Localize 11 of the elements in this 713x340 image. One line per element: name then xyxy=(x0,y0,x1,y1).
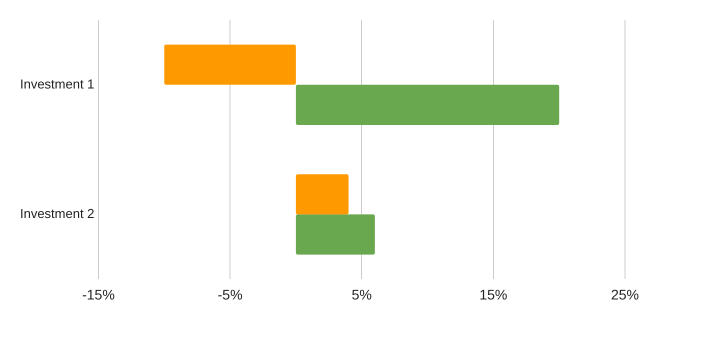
x-tick-label: -15% xyxy=(82,286,115,302)
bar xyxy=(296,214,375,255)
bar xyxy=(296,174,349,214)
bar xyxy=(296,84,560,125)
bar xyxy=(164,44,296,85)
x-tick-label: 25% xyxy=(610,286,640,302)
x-tick-label: -5% xyxy=(218,286,243,302)
y-tick-label: Investment 1 xyxy=(20,76,94,92)
y-tick-label: Investment 2 xyxy=(20,206,94,221)
x-tick-label: 15% xyxy=(479,286,508,302)
x-tick-label: 5% xyxy=(352,286,372,302)
